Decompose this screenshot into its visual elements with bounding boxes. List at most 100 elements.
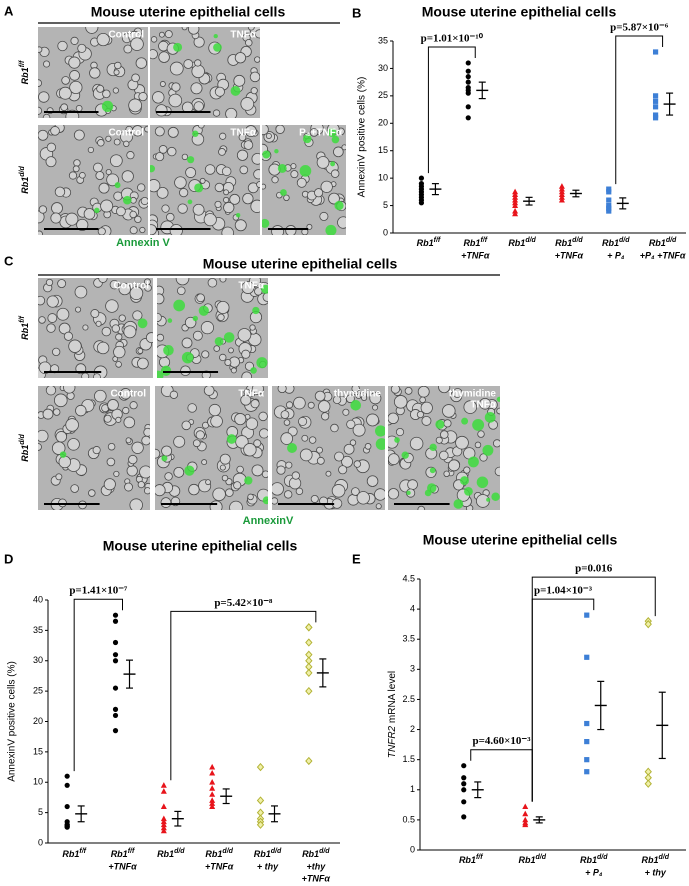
genotype-sup: d/d <box>536 854 547 861</box>
cell <box>218 148 226 156</box>
cell <box>251 464 264 477</box>
annexin-signal <box>375 425 385 437</box>
y-tick-label: 25 <box>378 90 388 100</box>
annexin-signal <box>150 165 156 173</box>
cell <box>164 30 173 39</box>
cell <box>145 332 153 344</box>
data-point <box>256 762 265 772</box>
cell <box>79 172 86 179</box>
data-point <box>112 728 119 734</box>
cell <box>262 125 269 136</box>
cell <box>439 450 449 461</box>
cell <box>96 32 110 47</box>
chart-title: Mouse uterine epithelial cells <box>422 4 617 20</box>
cell <box>443 419 452 428</box>
cell <box>261 470 268 479</box>
cells <box>388 386 500 510</box>
cell <box>250 399 260 409</box>
cell <box>221 474 229 482</box>
cell <box>93 162 103 173</box>
cell <box>463 466 471 474</box>
cell <box>280 410 290 419</box>
cell <box>88 489 96 497</box>
cell <box>73 129 85 141</box>
cell <box>219 464 226 471</box>
group <box>209 763 233 809</box>
annexin-signal <box>394 437 400 443</box>
cell <box>123 140 130 147</box>
data-point <box>209 797 216 803</box>
cell <box>152 91 165 104</box>
error-bar <box>75 805 88 823</box>
cell <box>103 478 116 491</box>
cell <box>102 89 111 99</box>
cell <box>442 404 456 418</box>
y-axis-label: AnnexinV positive cells (%) <box>7 661 18 782</box>
cell <box>38 106 43 115</box>
cell <box>247 27 255 31</box>
cell <box>237 328 252 342</box>
data-point <box>644 620 652 629</box>
data-point <box>522 810 529 817</box>
micrograph: TNFα <box>155 386 268 510</box>
genotype-label: Rb1d/d <box>19 166 31 194</box>
error-bar <box>268 805 281 823</box>
annexin-signal <box>214 336 224 346</box>
cell <box>128 454 138 465</box>
cell <box>236 465 244 474</box>
annexin-signal <box>435 419 445 429</box>
cell <box>92 446 101 455</box>
cell <box>241 371 253 378</box>
genotype-base: Rb1 <box>205 849 222 859</box>
genotype-base: Rb1 <box>649 238 666 248</box>
data-point <box>512 210 519 217</box>
data-point <box>606 186 612 192</box>
cell <box>341 455 353 468</box>
data-point <box>461 781 467 787</box>
cell <box>262 292 268 302</box>
annexin-signal <box>460 476 469 486</box>
cell <box>126 151 135 160</box>
cell <box>221 166 232 177</box>
data-point <box>112 618 119 624</box>
cell <box>95 320 102 327</box>
annexin-signal <box>181 351 194 364</box>
cell <box>55 473 63 481</box>
stain-label: Annexin V <box>116 237 170 249</box>
annexin-signal <box>476 476 489 489</box>
data-point <box>461 814 467 820</box>
cell <box>245 38 253 47</box>
data-point <box>465 115 471 121</box>
cell <box>51 441 66 455</box>
cell <box>351 386 360 393</box>
chart-title: Mouse uterine epithelial cells <box>103 538 298 554</box>
cell <box>262 183 267 190</box>
cell <box>166 212 175 222</box>
cell <box>129 226 138 235</box>
y-tick-label: 20 <box>378 118 388 128</box>
annexin-signal <box>192 315 198 322</box>
genotype-label: Rb1d/d <box>157 848 185 860</box>
data-point <box>112 658 119 664</box>
cells <box>150 27 260 118</box>
cell <box>137 480 145 489</box>
cell <box>167 146 177 157</box>
cell <box>463 400 478 414</box>
annexin-signal <box>101 100 114 113</box>
cell <box>330 169 340 178</box>
panel-label: E <box>352 551 361 566</box>
cell <box>419 396 426 404</box>
image-label: P₄+TNFα <box>299 128 343 139</box>
cell <box>293 396 306 410</box>
annexin-signal <box>482 444 494 456</box>
cell <box>134 215 142 224</box>
cell <box>271 176 279 184</box>
cell <box>272 497 279 505</box>
cell <box>207 278 218 288</box>
cell <box>115 416 122 423</box>
p-value: p=4.60×10⁻³ <box>472 735 531 747</box>
cell <box>125 437 132 444</box>
annexin-signal <box>330 161 336 167</box>
annexin-signal <box>429 443 437 452</box>
genotype-base: Rb1 <box>602 238 619 248</box>
